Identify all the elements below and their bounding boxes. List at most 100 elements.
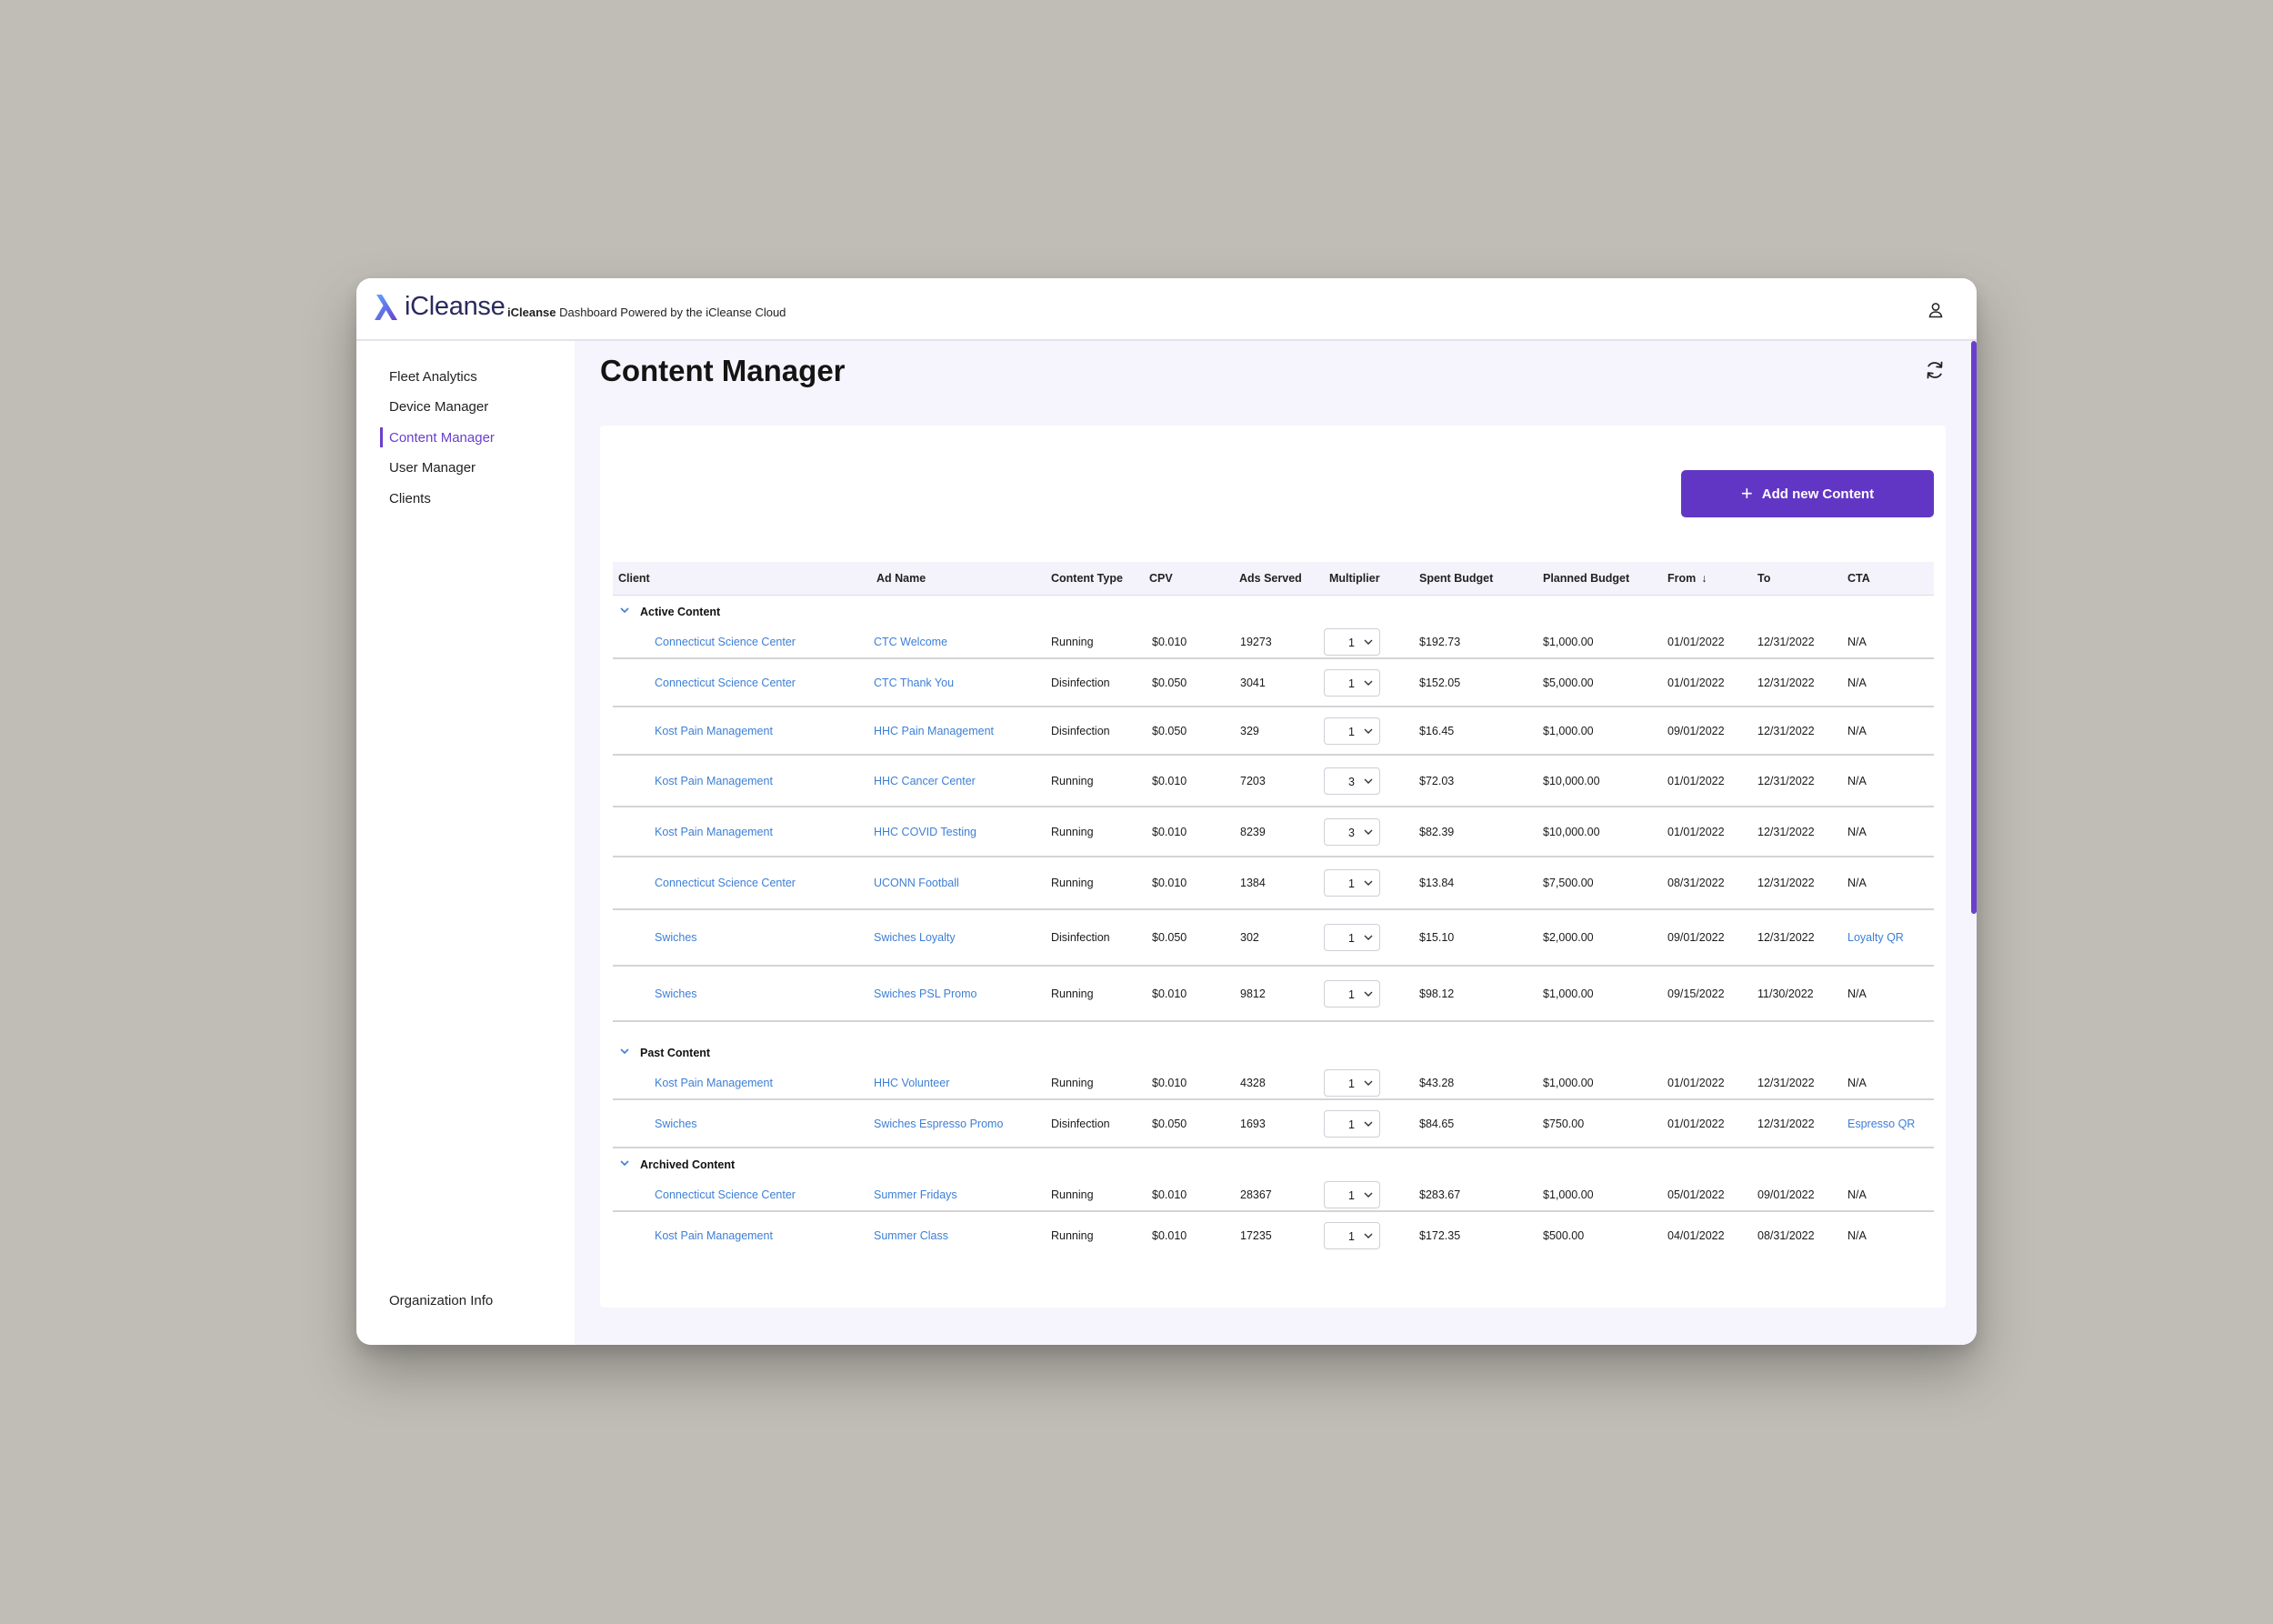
header-spent-budget[interactable]: Spent Budget	[1419, 572, 1494, 585]
cell-planned-budget: $10,000.00	[1543, 774, 1600, 787]
cell-cpv: $0.010	[1152, 1188, 1187, 1201]
cell-from: 01/01/2022	[1667, 676, 1725, 689]
cell-client[interactable]: Swiches	[655, 931, 697, 944]
chevron-down-icon[interactable]	[618, 1157, 631, 1169]
cell-cta[interactable]: Loyalty QR	[1847, 931, 1904, 944]
multiplier-select[interactable]: 1	[1324, 1221, 1380, 1249]
cell-spent-budget: $72.03	[1419, 774, 1455, 787]
cell-from: 08/31/2022	[1667, 877, 1725, 889]
cell-ad-name[interactable]: HHC Cancer Center	[874, 774, 976, 787]
group-header-archived[interactable]: Archived Content	[613, 1148, 1934, 1179]
scrollbar[interactable]	[1971, 341, 1977, 914]
header-cta[interactable]: CTA	[1847, 572, 1870, 585]
cell-client[interactable]: Connecticut Science Center	[655, 636, 796, 648]
cell-client[interactable]: Swiches	[655, 987, 697, 1000]
multiplier-select[interactable]: 3	[1324, 767, 1380, 795]
sidebar-item-organization-info[interactable]: Organization Info	[389, 1293, 494, 1308]
cell-client[interactable]: Kost Pain Management	[655, 825, 773, 838]
multiplier-value: 1	[1348, 877, 1355, 890]
table-row: Kost Pain Management Summer Class Running $…	[613, 1212, 1934, 1258]
cell-cta: N/A	[1847, 1077, 1867, 1089]
cell-content-type: Running	[1051, 636, 1094, 648]
add-new-content-button[interactable]: + Add new Content	[1681, 470, 1934, 517]
page-title: Content Manager	[600, 354, 846, 387]
cell-ads-served: 302	[1240, 931, 1259, 944]
cell-ad-name[interactable]: Summer Class	[874, 1228, 948, 1242]
chevron-down-icon	[1364, 1192, 1373, 1198]
group-header-active[interactable]: Active Content	[613, 596, 1934, 627]
cell-ad-name[interactable]: HHC COVID Testing	[874, 825, 976, 838]
user-icon[interactable]	[1928, 302, 1944, 318]
refresh-icon[interactable]	[1924, 359, 1946, 381]
cell-client[interactable]: Kost Pain Management	[655, 774, 773, 787]
multiplier-select[interactable]: 1	[1324, 717, 1380, 745]
multiplier-value: 1	[1348, 725, 1355, 738]
cell-client[interactable]: Connecticut Science Center	[655, 877, 796, 889]
cell-planned-budget: $10,000.00	[1543, 825, 1600, 838]
table-row: Kost Pain Management HHC COVID Testing Run…	[613, 807, 1934, 857]
multiplier-select[interactable]: 1	[1324, 668, 1380, 697]
multiplier-select[interactable]: 3	[1324, 817, 1380, 846]
header-from[interactable]: From ↓	[1667, 572, 1707, 585]
chevron-down-icon[interactable]	[618, 604, 631, 617]
header-cpv[interactable]: CPV	[1149, 572, 1173, 585]
cell-client[interactable]: Kost Pain Management	[655, 724, 773, 737]
cell-ad-name[interactable]: UCONN Football	[874, 877, 959, 889]
multiplier-select[interactable]: 1	[1324, 628, 1380, 656]
cell-cta: N/A	[1847, 676, 1867, 689]
chevron-down-icon[interactable]	[618, 1045, 631, 1058]
sidebar-item-user-manager[interactable]: User Manager	[389, 460, 476, 476]
cell-content-type: Running	[1051, 1188, 1094, 1201]
multiplier-select[interactable]: 1	[1324, 1181, 1380, 1208]
header-ads-served[interactable]: Ads Served	[1239, 572, 1302, 585]
cell-cpv: $0.010	[1152, 1077, 1187, 1089]
cell-planned-budget: $500.00	[1543, 1228, 1585, 1242]
table-row: Swiches Swiches PSL Promo Running $0.010 981…	[613, 967, 1934, 1022]
cell-to: 12/31/2022	[1757, 636, 1815, 648]
cell-ad-name[interactable]: Swiches PSL Promo	[874, 987, 977, 1000]
header-content-type[interactable]: Content Type	[1051, 572, 1123, 585]
sidebar-item-content-manager[interactable]: Content Manager	[389, 430, 495, 446]
cell-ad-name[interactable]: CTC Thank You	[874, 676, 955, 689]
multiplier-select[interactable]: 1	[1324, 979, 1380, 1007]
cell-ad-name[interactable]: HHC Volunteer	[874, 1077, 950, 1089]
cell-ad-name[interactable]: CTC Welcome	[874, 636, 948, 648]
cell-client[interactable]: Swiches	[655, 1117, 697, 1130]
cell-content-type: Disinfection	[1051, 931, 1110, 944]
cell-client[interactable]: Connecticut Science Center	[655, 1188, 796, 1201]
cell-ad-name[interactable]: Swiches Loyalty	[874, 931, 956, 944]
sidebar-item-clients[interactable]: Clients	[389, 491, 431, 506]
cell-ads-served: 1384	[1240, 877, 1266, 889]
cell-cta[interactable]: Espresso QR	[1847, 1117, 1916, 1130]
multiplier-select[interactable]: 1	[1324, 1069, 1380, 1097]
header-multiplier[interactable]: Multiplier	[1329, 572, 1380, 585]
cell-ad-name[interactable]: HHC Pain Management	[874, 724, 995, 737]
cell-client[interactable]: Connecticut Science Center	[655, 676, 796, 689]
cell-ad-name[interactable]: Summer Fridays	[874, 1188, 957, 1201]
header-to[interactable]: To	[1757, 572, 1771, 585]
header-planned-budget[interactable]: Planned Budget	[1543, 572, 1630, 585]
cell-cpv: $0.010	[1152, 774, 1187, 787]
cell-spent-budget: $172.35	[1419, 1228, 1461, 1242]
header-ad-name[interactable]: Ad Name	[876, 572, 926, 585]
cell-client[interactable]: Kost Pain Management	[655, 1228, 773, 1242]
group-header-past[interactable]: Past Content	[613, 1037, 1934, 1068]
cell-ad-name[interactable]: Swiches Espresso Promo	[874, 1117, 1004, 1130]
cell-client[interactable]: Kost Pain Management	[655, 1077, 773, 1089]
multiplier-select[interactable]: 1	[1324, 1109, 1380, 1138]
multiplier-value: 1	[1348, 677, 1355, 690]
header-client[interactable]: Client	[618, 572, 650, 585]
cell-ads-served: 19273	[1240, 636, 1272, 648]
sidebar-item-device-manager[interactable]: Device Manager	[389, 399, 489, 415]
cell-to: 12/31/2022	[1757, 1117, 1815, 1130]
sidebar-item-fleet-analytics[interactable]: Fleet Analytics	[389, 369, 477, 385]
cell-planned-budget: $1,000.00	[1543, 724, 1594, 737]
multiplier-value: 1	[1348, 1118, 1355, 1131]
multiplier-select[interactable]: 1	[1324, 869, 1380, 897]
multiplier-select[interactable]: 1	[1324, 924, 1380, 951]
app-window: iCleanse iCleanse Dashboard Powered by t…	[356, 278, 1977, 1345]
cell-cpv: $0.010	[1152, 1228, 1187, 1242]
cell-cpv: $0.010	[1152, 636, 1187, 648]
cell-from: 09/01/2022	[1667, 931, 1725, 944]
chevron-down-icon	[1364, 728, 1373, 734]
